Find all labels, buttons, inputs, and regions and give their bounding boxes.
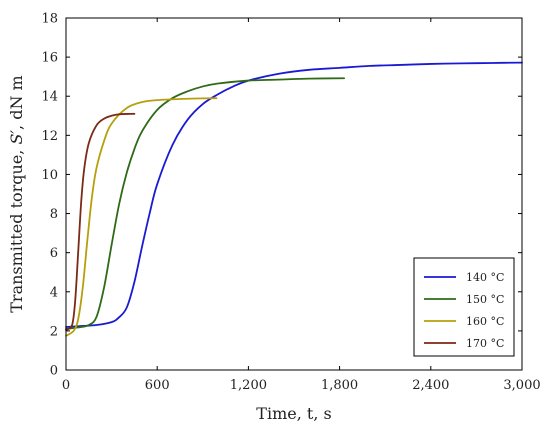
y-axis-label: Transmitted torque, S′, dN m [7, 75, 26, 312]
legend-label-4: 170 °C [466, 337, 504, 350]
y-tick-label: 0 [50, 364, 58, 379]
series-line-3 [65, 97, 218, 337]
legend-label-1: 140 °C [466, 271, 504, 284]
y-tick-label: 14 [41, 90, 58, 105]
legend-label-2: 150 °C [466, 293, 504, 306]
legend-box [413, 257, 515, 357]
y-tick-label: 16 [41, 51, 58, 66]
y-axis-label-prefix: Transmitted torque, [7, 145, 26, 313]
x-tick-label: 3,000 [503, 378, 540, 393]
series-line-4 [65, 112, 136, 331]
series-line-1 [65, 61, 523, 328]
plot-frame [65, 17, 523, 371]
x-tick-label: 1,200 [230, 378, 267, 393]
y-tick-label: 10 [41, 168, 58, 183]
x-tick-label: 0 [62, 378, 70, 393]
x-axis-label: Time, t, s [256, 404, 331, 423]
series-line-2 [65, 77, 346, 330]
legend-label-3: 160 °C [466, 315, 504, 328]
legend-items: 140 °C 150 °C 160 °C 170 °C [424, 271, 504, 350]
tick-layer: 0 600 1,200 1,800 2,400 3,000 0 2 4 6 8 10 12 14 16 18 [41, 12, 540, 394]
y-tick-label: 12 [41, 129, 58, 144]
x-tick-label: 1,800 [321, 378, 358, 393]
y-axis-label-suffix: , dN m [7, 75, 26, 130]
x-tick-label: 2,400 [412, 378, 449, 393]
legend: 140 °C 150 °C 160 °C 170 °C [413, 257, 515, 357]
y-tick-label: 4 [50, 285, 58, 300]
x-tick-label: 600 [145, 378, 170, 393]
y-tick-label: 18 [41, 12, 58, 27]
y-axis-label-symbol: S′ [7, 130, 26, 145]
series-layer [65, 61, 523, 337]
y-tick-label: 2 [50, 324, 58, 339]
y-tick-label: 8 [50, 207, 58, 222]
y-tick-label: 6 [50, 246, 58, 261]
